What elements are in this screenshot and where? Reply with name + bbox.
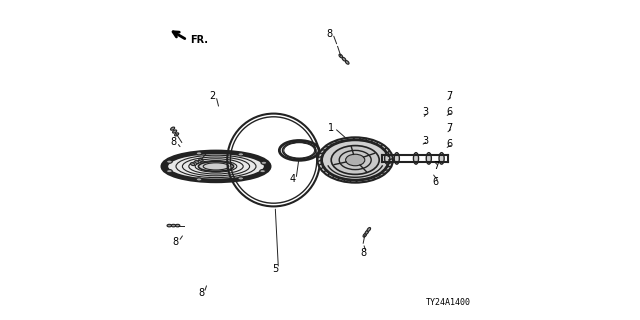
Ellipse shape xyxy=(172,224,175,227)
Ellipse shape xyxy=(332,146,379,174)
Text: 6: 6 xyxy=(433,177,439,188)
Ellipse shape xyxy=(365,230,369,234)
Ellipse shape xyxy=(196,178,202,181)
Ellipse shape xyxy=(238,153,244,156)
Text: 8: 8 xyxy=(360,248,366,258)
Ellipse shape xyxy=(167,224,172,227)
Ellipse shape xyxy=(199,159,203,161)
Text: 7: 7 xyxy=(433,161,439,172)
Text: 8: 8 xyxy=(172,236,179,247)
Ellipse shape xyxy=(191,163,195,165)
Ellipse shape xyxy=(195,161,199,164)
Ellipse shape xyxy=(363,233,367,237)
Ellipse shape xyxy=(413,153,419,164)
Ellipse shape xyxy=(260,170,266,173)
Text: 2: 2 xyxy=(210,91,216,101)
Ellipse shape xyxy=(439,153,444,164)
Ellipse shape xyxy=(385,153,390,164)
Ellipse shape xyxy=(317,137,393,183)
Text: 7: 7 xyxy=(447,123,452,133)
Text: 1: 1 xyxy=(328,123,334,133)
Ellipse shape xyxy=(173,130,177,133)
Ellipse shape xyxy=(175,224,180,227)
Text: 7: 7 xyxy=(447,91,452,101)
Ellipse shape xyxy=(426,153,431,164)
Ellipse shape xyxy=(346,154,365,166)
Ellipse shape xyxy=(166,170,172,173)
Ellipse shape xyxy=(175,133,179,136)
Text: 6: 6 xyxy=(447,139,452,149)
Text: 6: 6 xyxy=(447,107,452,117)
Text: 3: 3 xyxy=(422,107,428,117)
Text: FR.: FR. xyxy=(191,35,209,45)
Ellipse shape xyxy=(198,162,234,171)
Text: 3: 3 xyxy=(422,136,428,146)
Text: 4: 4 xyxy=(290,174,296,184)
Ellipse shape xyxy=(166,160,172,163)
Ellipse shape xyxy=(238,177,244,180)
Text: 8: 8 xyxy=(170,137,177,148)
Ellipse shape xyxy=(166,153,266,180)
Ellipse shape xyxy=(394,153,399,164)
Ellipse shape xyxy=(196,152,202,155)
Text: 8: 8 xyxy=(198,288,204,298)
Ellipse shape xyxy=(339,54,342,58)
Text: 5: 5 xyxy=(272,264,278,274)
Text: TY24A1400: TY24A1400 xyxy=(426,298,470,307)
Ellipse shape xyxy=(261,161,267,164)
Ellipse shape xyxy=(367,228,371,231)
Ellipse shape xyxy=(171,127,175,130)
Ellipse shape xyxy=(346,60,349,64)
Ellipse shape xyxy=(342,57,346,61)
Text: 8: 8 xyxy=(326,28,333,39)
